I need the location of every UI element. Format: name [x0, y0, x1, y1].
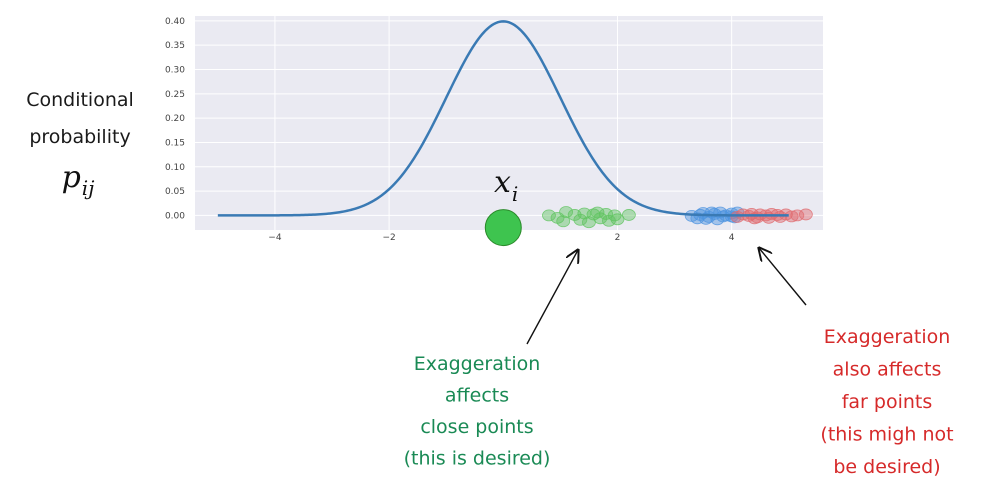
x-tick-label: −2	[382, 233, 395, 243]
annotation-line: affects	[445, 385, 509, 407]
series-line-gaussian	[217, 20, 789, 217]
annotation-line: close points	[420, 416, 533, 438]
y-tick-label: 0.10	[165, 163, 185, 173]
y-tick-label: 0.35	[165, 41, 185, 51]
scatter-point-close	[590, 206, 605, 219]
scatter-point-close	[621, 209, 636, 221]
scatter-point-close	[556, 215, 571, 228]
scatter-point-close	[542, 209, 556, 222]
scatter-point-close	[586, 208, 601, 221]
annotation-close-points: Exaggeration affects close points (this is …	[404, 353, 551, 470]
y-tick-label: 0.25	[165, 90, 185, 100]
scatter-point-close	[559, 206, 573, 218]
y-tick-label: 0.00	[165, 211, 185, 221]
annotation-line: also affects	[833, 359, 942, 381]
annotation-line: (this migh not	[820, 424, 953, 446]
annotation-line: Exaggeration	[414, 353, 541, 375]
y-tick-label: 0.15	[165, 138, 185, 148]
center-point	[484, 209, 522, 247]
tick-labels: 0.00 0.05 0.10 0.15 0.20 0.25 0.30 0.35 0.40 −4 −2…	[165, 17, 735, 243]
scatter-point-close	[593, 212, 608, 225]
arrow-close-points	[526, 250, 578, 345]
grid	[195, 16, 823, 230]
annotation-line: be desired)	[833, 456, 940, 478]
y-axis-title: Conditional probability pij	[26, 89, 134, 200]
scatter-point-close	[599, 208, 613, 220]
x-tick-label: 4	[729, 233, 735, 243]
plot-background	[195, 16, 823, 230]
y-tick-label: 0.40	[165, 17, 185, 27]
x-tick-label: −4	[268, 233, 282, 243]
annotation-line: (this is desired)	[404, 448, 551, 470]
y-tick-label: 0.20	[165, 114, 185, 124]
x-tick-label: 2	[615, 233, 621, 243]
center-point-label: xi	[494, 165, 518, 206]
annotation-far-points: Exaggeration also affects far points (this …	[820, 326, 953, 478]
y-tick-label: 0.30	[165, 66, 185, 76]
y-axis-title-line-2: probability	[29, 126, 130, 148]
scatter-point-far-red	[798, 208, 813, 221]
scatter-point-close	[573, 213, 588, 226]
scatter-point-close	[610, 213, 625, 226]
annotation-line: Exaggeration	[824, 326, 951, 348]
y-tick-label: 0.05	[165, 187, 185, 197]
arrow-far-points	[759, 248, 807, 306]
y-axis-symbol: pij	[62, 160, 95, 200]
scatter-point-far-red	[764, 208, 779, 220]
annotation-line: far points	[842, 391, 933, 413]
y-axis-title-line-1: Conditional	[26, 89, 134, 111]
